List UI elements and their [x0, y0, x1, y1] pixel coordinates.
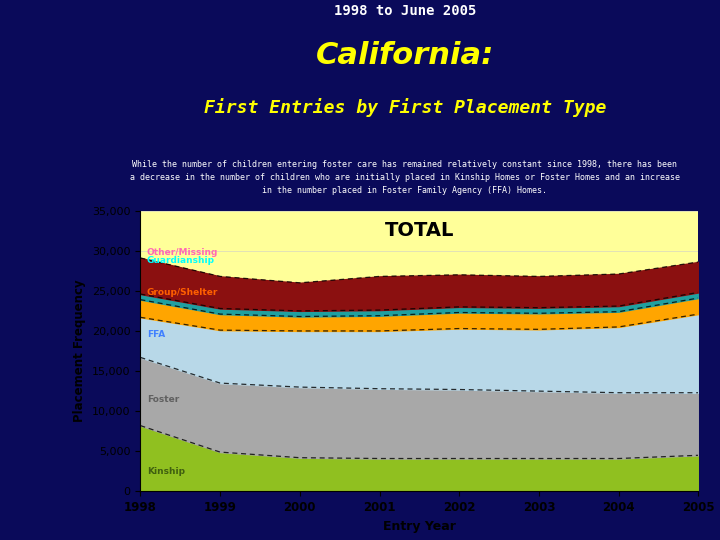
Text: While the number of children entering foster care has remained relatively consta: While the number of children entering fo… [130, 160, 680, 195]
Text: 1998 to June 2005: 1998 to June 2005 [334, 4, 476, 18]
Text: Other/Missing: Other/Missing [147, 248, 218, 257]
Text: FFA: FFA [147, 330, 165, 340]
Text: Group/Shelter: Group/Shelter [147, 288, 218, 297]
Text: Foster: Foster [147, 395, 179, 403]
Text: First Entries by First Placement Type: First Entries by First Placement Type [204, 98, 606, 118]
Text: Kinship: Kinship [147, 467, 185, 476]
Y-axis label: Placement Frequency: Placement Frequency [73, 280, 86, 422]
Text: TOTAL: TOTAL [384, 221, 454, 240]
X-axis label: Entry Year: Entry Year [383, 519, 456, 532]
Text: California:: California: [316, 41, 494, 70]
Text: Guardianship: Guardianship [147, 256, 215, 265]
